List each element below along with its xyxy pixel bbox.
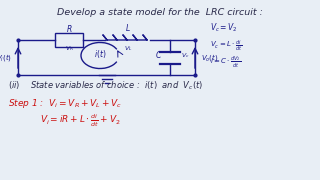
Text: Develop a state model for the  LRC circuit :: Develop a state model for the LRC circui…: [57, 8, 263, 17]
Text: Step 1 :  $V_i = V_R + V_L + V_c$: Step 1 : $V_i = V_R + V_L + V_c$: [8, 97, 122, 110]
Text: R: R: [66, 25, 72, 34]
Text: $V_R$: $V_R$: [65, 44, 74, 53]
Text: $V_c = L \cdot \frac{di}{dt}$: $V_c = L \cdot \frac{di}{dt}$: [210, 38, 242, 53]
Text: $i = C \cdot \frac{dV_2}{dt}$: $i = C \cdot \frac{dV_2}{dt}$: [210, 54, 241, 70]
Text: C: C: [155, 51, 161, 60]
Text: L: L: [126, 24, 130, 33]
Text: $V_i(t)$: $V_i(t)$: [0, 52, 12, 63]
Text: $V_o(t)$: $V_o(t)$: [201, 52, 219, 63]
Text: $(ii)$: $(ii)$: [8, 79, 20, 91]
Text: $V_i = iR + L \cdot \frac{di}{dt} + V_2$: $V_i = iR + L \cdot \frac{di}{dt} + V_2$: [40, 112, 121, 129]
Text: $V_L$: $V_L$: [124, 44, 132, 53]
Text: $V_c = V_2$: $V_c = V_2$: [210, 21, 238, 33]
Text: $i(t)$: $i(t)$: [94, 48, 106, 60]
Text: $V_c$: $V_c$: [181, 51, 189, 60]
Text: State variables of choice :  $i(t)$  and  $V_c(t)$: State variables of choice : $i(t)$ and $…: [30, 79, 203, 91]
